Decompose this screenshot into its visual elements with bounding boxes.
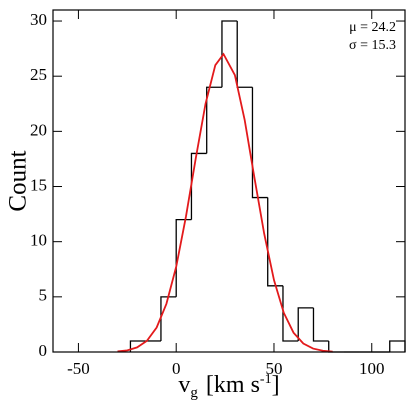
x-tick-label: -50 — [67, 359, 90, 378]
x-label-part: ] — [272, 372, 280, 398]
histogram-bar — [328, 340, 344, 353]
histogram-bar — [312, 307, 329, 342]
histogram-bar — [129, 340, 146, 352]
y-tick-label: 25 — [30, 65, 47, 84]
histogram-bar — [282, 285, 299, 342]
annotation: μ = 24.2 — [349, 20, 396, 35]
y-tick-label: 10 — [30, 231, 47, 250]
x-tick-label: 100 — [359, 359, 385, 378]
x-label-part: [km s — [206, 372, 260, 398]
y-axis-label: Count — [5, 150, 32, 211]
histogram-bar — [221, 20, 238, 88]
histogram-bar — [160, 296, 177, 341]
annotation: σ = 15.3 — [349, 38, 396, 53]
x-label-part: -1 — [260, 372, 272, 387]
x-label-part: v — [178, 372, 190, 398]
histogram-bar — [389, 340, 406, 352]
histogram-bar — [190, 152, 207, 220]
fit-curve — [117, 52, 333, 353]
x-label-part: g — [190, 385, 198, 401]
histogram-bar — [206, 86, 222, 154]
plot-frame — [52, 9, 406, 353]
histogram-bar — [175, 218, 192, 297]
histogram-bar — [297, 307, 314, 341]
y-tick-label: 30 — [30, 10, 47, 29]
x-axis-label: vg [km s-1] — [178, 372, 279, 401]
y-tick-label: 20 — [30, 120, 47, 139]
histogram-bar — [267, 197, 283, 287]
y-tick-label: 5 — [39, 286, 48, 305]
y-tick-label: 15 — [30, 175, 47, 194]
x-tick-label: 50 — [265, 359, 282, 378]
y-tick-label: 0 — [39, 341, 48, 360]
histogram-bar — [251, 87, 268, 199]
x-tick-label: 0 — [172, 359, 181, 378]
histogram-bar — [236, 21, 253, 88]
